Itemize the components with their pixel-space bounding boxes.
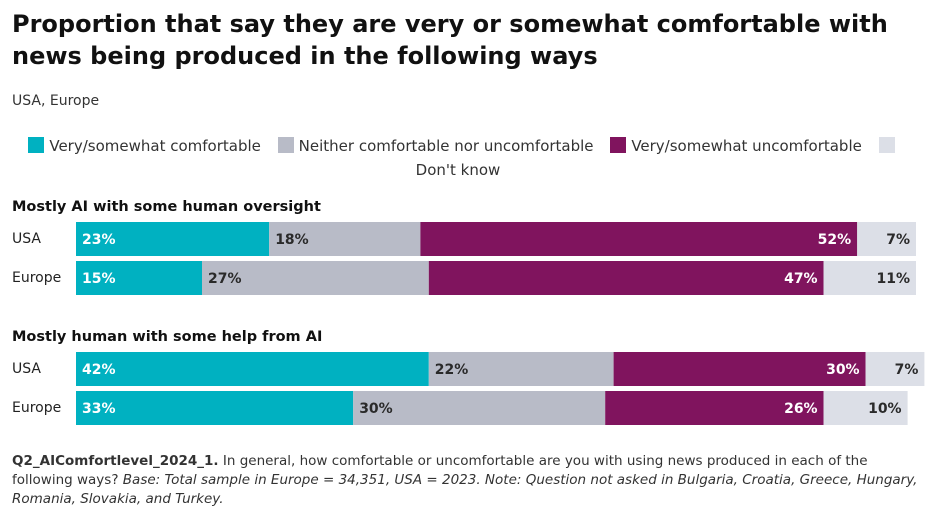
value-label: 7%: [886, 232, 910, 248]
value-label: 23%: [82, 232, 116, 248]
category-label: Europe: [12, 270, 61, 286]
legend-item: Neither comfortable nor uncomfortable: [277, 137, 594, 155]
legend-label: Neither comfortable nor uncomfortable: [298, 137, 594, 155]
value-label: 10%: [868, 401, 902, 417]
legend-item: Very/somewhat uncomfortable: [610, 137, 862, 155]
bar-segment: [76, 391, 354, 425]
bar-segment: [76, 352, 429, 386]
bar-segment: [353, 391, 606, 425]
bar-segment: [605, 391, 824, 425]
legend-label: Very/somewhat uncomfortable: [631, 137, 862, 155]
legend-swatch: [878, 137, 895, 153]
value-label: 26%: [784, 401, 818, 417]
category-label: USA: [12, 361, 41, 377]
value-label: 22%: [435, 362, 469, 378]
value-label: 33%: [82, 401, 116, 417]
group-title: Mostly human with some help from AI: [12, 329, 322, 345]
bar-segment: [76, 261, 202, 295]
chart: Mostly AI with some human oversight USA 23…: [12, 199, 925, 425]
value-label: 30%: [826, 362, 860, 378]
group-title: Mostly AI with some human oversight: [12, 199, 321, 215]
bar-segment: [613, 352, 866, 386]
legend-item: Very/somewhat comfortable: [28, 137, 261, 155]
value-label: 42%: [82, 362, 116, 378]
category-label: Europe: [12, 400, 61, 416]
value-label: 15%: [82, 271, 116, 287]
bar-segment: [269, 222, 421, 256]
category-label: USA: [12, 231, 41, 247]
legend: Very/somewhat comfortable Neither comfor…: [14, 134, 914, 182]
footnote-question: In general, how comfortable or uncomfort…: [12, 453, 868, 488]
value-label: 27%: [208, 271, 242, 287]
bar-segment: [76, 222, 270, 256]
legend-swatch: [28, 137, 45, 153]
footnote: Q2_AIComfortlevel_2024_1. In general, ho…: [12, 452, 922, 509]
bar-segment: [823, 391, 908, 425]
legend-swatch: [277, 137, 294, 153]
legend-label: Very/somewhat comfortable: [49, 137, 261, 155]
bar-segment: [428, 352, 614, 386]
bar-segment: [823, 261, 916, 295]
bar-segment: [865, 352, 925, 386]
footnote-code: Q2_AIComfortlevel_2024_1.: [12, 453, 219, 469]
bar-segment: [857, 222, 916, 256]
subtitle: USA, Europe: [12, 93, 100, 109]
value-label: 7%: [895, 362, 919, 378]
bar-segment: [420, 222, 858, 256]
bar-segment: [428, 261, 824, 295]
bar-segment: [202, 261, 429, 295]
value-label: 47%: [784, 271, 818, 287]
legend-swatch: [610, 137, 627, 153]
value-label: 52%: [818, 232, 852, 248]
legend-item: Don't know: [416, 137, 900, 179]
value-label: 30%: [359, 401, 393, 417]
legend-label: Don't know: [415, 161, 501, 179]
footnote-base: Base: Total sample in Europe = 34,351, U…: [12, 472, 918, 507]
title: Proportion that say they are very or som…: [12, 10, 888, 70]
value-label: 11%: [876, 271, 910, 287]
value-label: 18%: [275, 232, 309, 248]
